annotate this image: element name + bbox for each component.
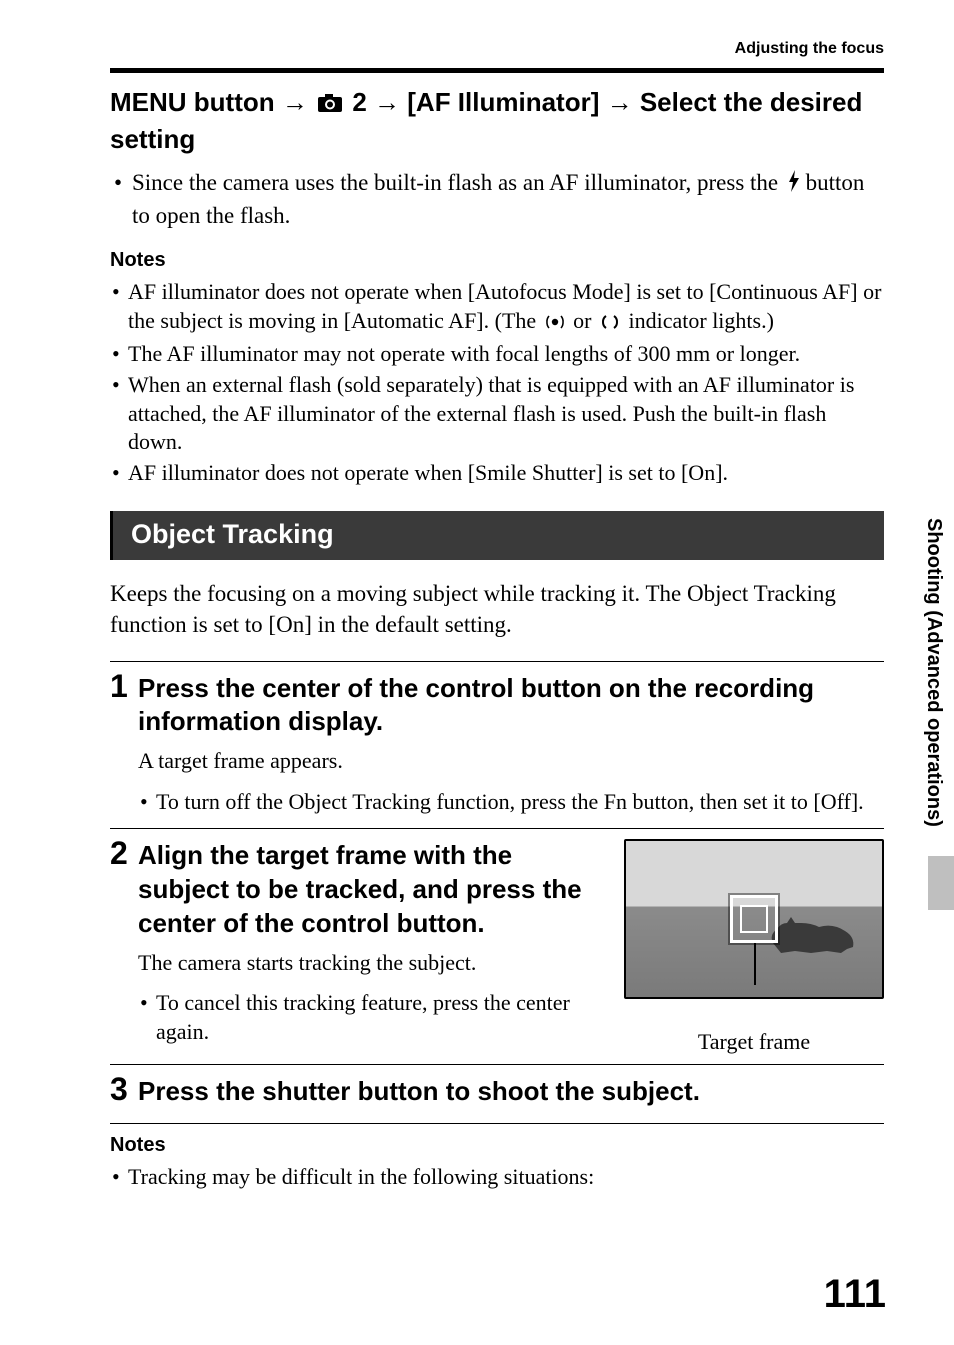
step-bullet: To cancel this tracking feature, press t… xyxy=(138,989,594,1046)
figure-caption: Target frame xyxy=(624,1029,884,1055)
arrow-icon: → xyxy=(607,88,633,117)
bottom-note-item: Tracking may be difficult in the followi… xyxy=(110,1163,884,1192)
bottom-notes-list: Tracking may be difficult in the followi… xyxy=(110,1163,884,1192)
target-frame-overlay xyxy=(730,895,778,943)
thumb-index xyxy=(928,856,954,910)
page-number: 111 xyxy=(824,1272,886,1317)
rule xyxy=(110,1064,884,1065)
rule xyxy=(110,1123,884,1124)
notes-heading: Notes xyxy=(110,249,884,272)
step-number: 1 xyxy=(110,668,128,705)
step-heading: Press the shutter button to shoot the su… xyxy=(138,1075,884,1109)
leader-line xyxy=(754,943,756,985)
menu-prefix: MENU button xyxy=(110,87,275,117)
af-notes-list: AF illuminator does not operate when [Au… xyxy=(110,278,884,487)
arrow-icon: → xyxy=(282,88,308,117)
rule xyxy=(110,828,884,829)
lcd-preview xyxy=(624,839,884,999)
af-note-item: When an external flash (sold separately)… xyxy=(110,371,884,457)
flash-icon xyxy=(788,169,800,200)
section-intro: Keeps the focusing on a moving subject w… xyxy=(110,578,884,640)
step-heading: Press the center of the control button o… xyxy=(138,672,884,740)
step-3: 3 Press the shutter button to shoot the … xyxy=(110,1075,884,1109)
note-text: indicator lights.) xyxy=(629,308,774,333)
cat-silhouette-icon xyxy=(767,913,857,957)
af-note-item: AF illuminator does not operate when [Sm… xyxy=(110,459,884,488)
step-bullet: To turn off the Object Tracking function… xyxy=(138,788,884,817)
step-body: The camera starts tracking the subject. xyxy=(138,949,594,978)
step-number: 2 xyxy=(110,835,128,872)
menu-num: 2 xyxy=(352,87,366,117)
step-heading: Align the target frame with the subject … xyxy=(138,839,594,940)
af-note-item: The AF illuminator may not operate with … xyxy=(110,340,884,369)
step-body: A target frame appears. xyxy=(138,747,884,776)
running-header: Adjusting the focus xyxy=(110,40,884,73)
menu-item: [AF Illuminator] xyxy=(407,87,599,117)
step-number: 3 xyxy=(110,1071,128,1108)
menu-path: MENU button → 2 → [AF Illuminator] → Sel… xyxy=(110,85,884,157)
notes-heading: Notes xyxy=(110,1134,884,1157)
af-illuminator-note: Since the camera uses the built-in flash… xyxy=(110,167,884,231)
rule xyxy=(110,661,884,662)
arrow-icon: → xyxy=(374,88,400,117)
page: Adjusting the focus MENU button → 2 → [A… xyxy=(0,0,954,1345)
focus-ring-icon xyxy=(600,310,620,339)
af-note-item: AF illuminator does not operate when [Au… xyxy=(110,278,884,338)
target-frame-figure: Target frame xyxy=(624,839,884,1055)
bottom-notes: Notes Tracking may be difficult in the f… xyxy=(110,1134,884,1192)
section-heading: Object Tracking xyxy=(110,511,884,560)
side-tab: Shooting (Advanced operations) xyxy=(922,510,954,870)
step-1: 1 Press the center of the control button… xyxy=(110,672,884,817)
af-bullet-text-1: Since the camera uses the built-in flash… xyxy=(132,170,778,195)
note-text: or xyxy=(573,308,597,333)
step-2: 2 Align the target frame with the subjec… xyxy=(110,839,884,1058)
side-tab-label: Shooting (Advanced operations) xyxy=(922,510,945,827)
camera-icon xyxy=(317,87,343,122)
focus-dot-icon xyxy=(545,310,565,339)
